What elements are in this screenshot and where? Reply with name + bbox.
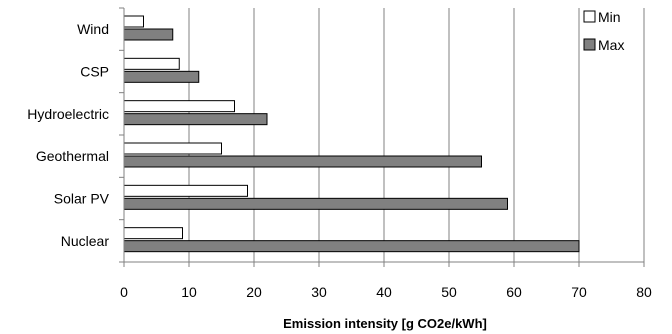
bar-max-wind	[123, 28, 174, 41]
x-axis-title: Emission intensity [g CO2e/kWh]	[283, 316, 487, 331]
bar-max-solar-pv	[123, 197, 508, 210]
x-tick-label-80: 80	[636, 284, 652, 300]
bar-min-geothermal	[123, 142, 222, 155]
bar-min-solar-pv	[123, 184, 248, 197]
bar-min-wind	[123, 15, 144, 28]
category-labels: Wind CSP Hydroelectric Geothermal Solar PV Nu…	[27, 21, 109, 249]
x-tick-label-30: 30	[311, 284, 327, 300]
gridlines	[188, 8, 645, 262]
bar-max-csp	[123, 70, 200, 83]
category-label-geothermal: Geothermal	[36, 148, 109, 164]
bar-max-geothermal	[123, 155, 482, 168]
x-tick-label-70: 70	[571, 284, 587, 300]
bar-max-nuclear	[123, 240, 580, 253]
legend-swatch-max	[583, 38, 596, 51]
legend: Min Max	[583, 9, 624, 53]
x-tick-label-20: 20	[246, 284, 262, 300]
category-label-nuclear: Nuclear	[61, 233, 110, 249]
x-tick-labels: 0 10 20 30 40 50 60 70 80	[120, 284, 652, 300]
category-label-wind: Wind	[77, 21, 109, 37]
bar-min-nuclear	[123, 227, 183, 240]
x-tick-label-40: 40	[376, 284, 392, 300]
category-label-hydroelectric: Hydroelectric	[27, 106, 109, 122]
bars	[123, 15, 580, 253]
legend-label-min: Min	[598, 9, 621, 25]
x-tick-label-10: 10	[181, 284, 197, 300]
bar-min-csp	[123, 57, 180, 70]
category-label-csp: CSP	[80, 64, 109, 80]
x-tick-label-60: 60	[506, 284, 522, 300]
x-tick-label-0: 0	[120, 284, 128, 300]
x-tick-label-50: 50	[441, 284, 457, 300]
bar-max-hydroelectric	[123, 113, 268, 126]
bar-min-hydroelectric	[123, 100, 235, 113]
category-label-solar-pv: Solar PV	[54, 191, 110, 207]
legend-swatch-min	[583, 10, 596, 23]
axes	[119, 7, 645, 267]
legend-label-max: Max	[598, 37, 624, 53]
